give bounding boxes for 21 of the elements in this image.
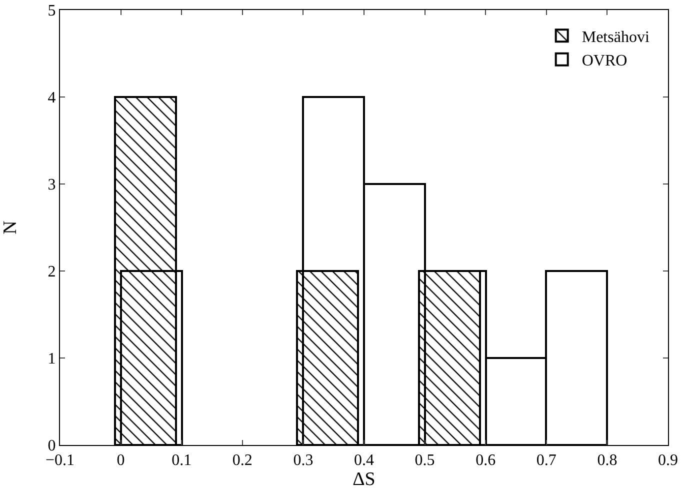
x-tick-label: 0.1 <box>172 452 192 470</box>
legend-label: OVRO <box>582 52 628 70</box>
x-tick-label: 0.9 <box>658 452 678 470</box>
y-tick-label: 2 <box>48 264 56 281</box>
y-tick-label: 1 <box>48 350 56 368</box>
x-tick-label: 0.5 <box>414 452 435 470</box>
x-tick-label: −0.1 <box>45 452 75 470</box>
y-tick-label: 5 <box>48 2 56 20</box>
x-tick-label: 0.6 <box>476 452 496 470</box>
x-tick-label: 0.8 <box>597 452 618 470</box>
y-tick-label: 4 <box>48 90 56 107</box>
x-tick-label: 0.3 <box>293 452 314 470</box>
x-tick-label: 0.4 <box>354 452 374 470</box>
x-tick-label: 0.7 <box>536 452 556 470</box>
x-tick-label: 0 <box>116 452 125 470</box>
x-axis-title: ΔS <box>352 469 376 490</box>
x-tick-label: 0.2 <box>232 452 252 470</box>
y-tick-label: 0 <box>48 438 56 455</box>
legend-label: Metsähovi <box>582 28 650 46</box>
y-tick-label: 3 <box>48 176 56 194</box>
y-axis-title: N <box>0 220 21 234</box>
